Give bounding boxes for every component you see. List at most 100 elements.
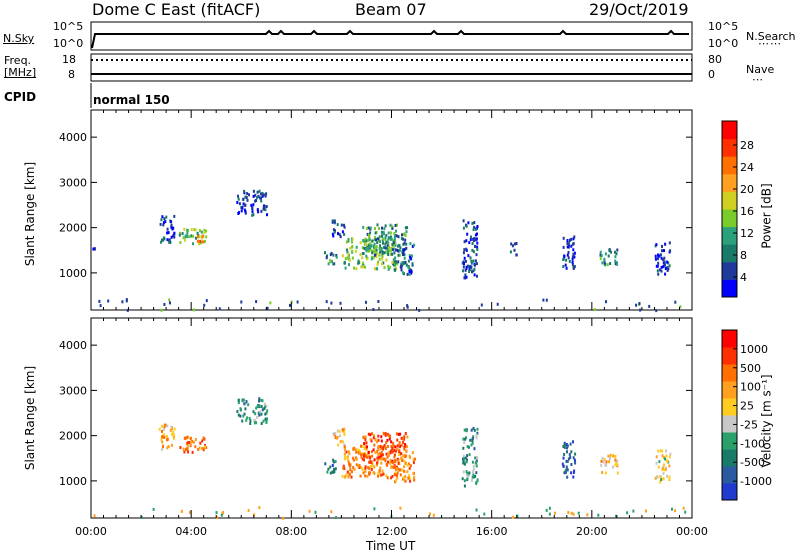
power-cell bbox=[573, 265, 576, 269]
power-cell bbox=[194, 228, 197, 232]
power-cell bbox=[654, 257, 657, 261]
velocity-cell bbox=[609, 455, 612, 459]
power-ground-cell bbox=[192, 308, 195, 312]
velocity-cell bbox=[462, 457, 464, 461]
power-cell bbox=[339, 235, 342, 239]
freq-tick-low: 8 bbox=[68, 68, 75, 81]
noise-left-tick-low: 10^0 bbox=[53, 37, 84, 50]
velocity-cell bbox=[263, 402, 266, 406]
velocity-cell bbox=[173, 433, 176, 437]
power-cell bbox=[476, 274, 478, 278]
power-cell bbox=[260, 199, 263, 203]
power-cell bbox=[332, 228, 335, 232]
power-cell bbox=[387, 264, 390, 268]
power-cell bbox=[390, 248, 393, 252]
power-cell bbox=[656, 257, 659, 261]
power-cell bbox=[237, 194, 239, 198]
power-cell bbox=[240, 209, 243, 213]
power-cell bbox=[568, 260, 571, 263]
velocity-cell bbox=[471, 437, 474, 441]
velocity-ground-cell bbox=[671, 507, 673, 511]
velocity-cell bbox=[655, 455, 658, 459]
power-ground-cell bbox=[325, 300, 328, 304]
power-cell bbox=[256, 208, 259, 212]
velocity-cell bbox=[374, 438, 377, 442]
velocity-cell bbox=[186, 447, 189, 451]
velocity-cell bbox=[570, 471, 573, 475]
power-cell bbox=[241, 206, 244, 210]
power-cell bbox=[332, 262, 335, 266]
power-cell bbox=[262, 193, 265, 197]
power-cell bbox=[570, 237, 573, 241]
velocity-ground-cell bbox=[253, 513, 256, 517]
velocity-cell bbox=[352, 458, 355, 462]
velocity-cell bbox=[396, 447, 399, 451]
power-cell bbox=[475, 253, 478, 257]
velocity-ground-cell bbox=[567, 511, 570, 514]
x-tick-label-6: 00:00 bbox=[676, 525, 708, 538]
power-cell bbox=[661, 244, 663, 248]
velocity-cell bbox=[665, 458, 668, 462]
power-cell bbox=[331, 260, 333, 264]
velocity-cell bbox=[381, 469, 384, 473]
power-cell bbox=[260, 192, 262, 196]
power-cell bbox=[264, 194, 267, 198]
power-cell bbox=[367, 244, 370, 248]
power-cell bbox=[397, 249, 400, 253]
velocity-cell bbox=[565, 467, 568, 471]
velocity-cell bbox=[357, 464, 360, 468]
power-cell bbox=[399, 246, 402, 250]
x-tick-label-4: 16:00 bbox=[476, 525, 508, 538]
velocity-cell bbox=[344, 455, 346, 458]
power-cell bbox=[405, 246, 408, 250]
power-cell bbox=[662, 265, 665, 269]
x-tick-label-1: 04:00 bbox=[175, 525, 207, 538]
velocity-cell bbox=[604, 463, 607, 467]
velocity-ground-cell bbox=[330, 510, 333, 514]
power-cell bbox=[324, 251, 326, 255]
velocity-cell bbox=[390, 444, 393, 448]
power-cell bbox=[369, 242, 372, 246]
power-cell bbox=[663, 260, 666, 264]
velocity-cell bbox=[601, 471, 604, 474]
velocity-cell bbox=[466, 472, 469, 475]
velocity-cell bbox=[607, 454, 610, 458]
power-cell bbox=[403, 248, 406, 252]
velocity-ytick-label-2: 2000 bbox=[59, 430, 87, 443]
power-colorbar-swatch-2 bbox=[722, 244, 737, 263]
velocity-cell bbox=[565, 465, 568, 469]
power-colorbar-swatch-5 bbox=[722, 191, 737, 210]
power-cell bbox=[376, 223, 379, 227]
velocity-cell bbox=[364, 451, 366, 455]
power-cell bbox=[387, 267, 390, 271]
velocity-cell bbox=[658, 460, 661, 464]
power-cell bbox=[351, 237, 354, 241]
power-cell bbox=[476, 232, 478, 236]
power-ground-cell bbox=[639, 308, 642, 312]
velocity-colorbar-swatch-0 bbox=[722, 483, 737, 501]
power-ground-cell bbox=[372, 308, 375, 311]
power-cell bbox=[396, 223, 398, 227]
velocity-cell bbox=[341, 440, 344, 444]
velocity-cell bbox=[406, 445, 408, 449]
velocity-cell bbox=[376, 449, 379, 453]
power-cell bbox=[663, 263, 666, 267]
power-cell bbox=[614, 255, 617, 259]
power-cell bbox=[402, 242, 405, 246]
power-cell bbox=[364, 237, 367, 241]
power-cell bbox=[250, 203, 253, 207]
power-cell bbox=[568, 241, 571, 245]
velocity-ground-cell bbox=[548, 506, 551, 510]
power-cell bbox=[201, 236, 204, 240]
power-cell bbox=[260, 196, 262, 200]
velocity-cell bbox=[243, 412, 246, 416]
velocity-cell bbox=[352, 447, 355, 451]
velocity-cell bbox=[471, 470, 474, 474]
power-cell bbox=[601, 261, 604, 265]
power-ground-cell bbox=[289, 303, 291, 307]
velocity-cell bbox=[465, 470, 468, 474]
power-cell bbox=[386, 248, 389, 251]
chart-title: Dome C East (fitACF) bbox=[92, 0, 261, 19]
power-cell bbox=[390, 246, 393, 250]
velocity-ground-cell bbox=[399, 506, 402, 510]
